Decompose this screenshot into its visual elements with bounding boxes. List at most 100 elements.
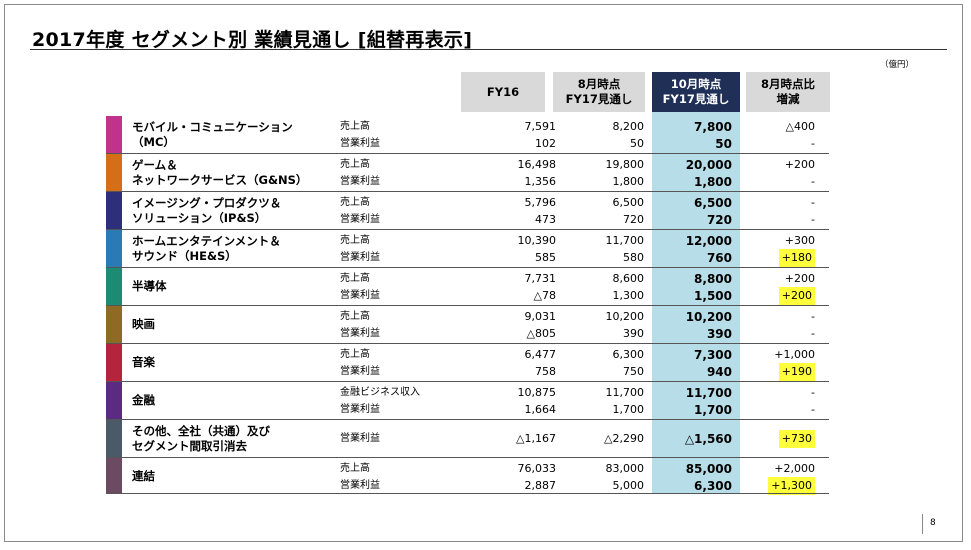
oct-forecast-value: 940 <box>706 365 732 379</box>
segment-color-bar <box>106 420 122 458</box>
table-row: 営業利益 △78 1,300 1,500 +200 <box>106 287 829 305</box>
diff-value: - <box>811 386 815 399</box>
aug-forecast-value: 750 <box>623 365 644 378</box>
table-row: 売上高 5,796 6,500 6,500 - <box>106 194 829 212</box>
table-row: 営業利益 △1,167 △2,290 △1,560 +730 <box>106 430 829 448</box>
oct-forecast-value: 6,500 <box>694 196 732 210</box>
oct-forecast-value: 7,300 <box>694 348 732 362</box>
fy16-value: 2,887 <box>524 479 557 492</box>
segment-divider <box>106 267 829 268</box>
segment-color-bar <box>106 344 122 382</box>
row-label: 営業利益 <box>340 290 380 301</box>
fy16-value: 10,875 <box>517 386 557 399</box>
row-label: 売上高 <box>340 121 370 132</box>
fy16-value: 758 <box>535 365 556 378</box>
table-row: 営業利益 758 750 940 +190 <box>106 363 829 381</box>
aug-forecast-value: 1,800 <box>612 175 645 188</box>
segment-block: モバイル・コミュニケーション （MC） 売上高 7,591 8,200 7,800 △400… <box>106 116 829 154</box>
segment-divider <box>106 153 829 154</box>
oct-forecast-value: 1,500 <box>694 289 732 303</box>
segment-name-line: ホームエンタテインメント＆ <box>132 234 281 248</box>
fy16-value: 76,033 <box>517 462 557 475</box>
diff-value: +1,300 <box>768 477 815 495</box>
table-row: 営業利益 2,887 5,000 6,300 +1,300 <box>106 477 829 495</box>
oct-forecast-value: △1,560 <box>684 432 732 446</box>
segment-color-bar <box>106 192 122 230</box>
diff-value: - <box>811 213 815 226</box>
segment-name: その他、全社（共通）及び セグメント間取引消去 <box>132 424 270 454</box>
segment-block: 半導体 売上高 7,731 8,600 8,800 +200 営業利益 △78 1,300 1,5… <box>106 268 829 306</box>
segment-color-bar <box>106 382 122 420</box>
fy16-value: 585 <box>535 251 556 264</box>
aug-forecast-value: 50 <box>630 137 644 150</box>
diff-value: +300 <box>784 234 815 247</box>
segment-divider <box>106 381 829 382</box>
segment-name: 映画 <box>132 317 155 332</box>
row-label: 売上高 <box>340 159 370 170</box>
segment-divider <box>106 493 829 494</box>
page-number-divider <box>922 514 923 534</box>
segment-block: 音楽 売上高 6,477 6,300 7,300 +1,000 営業利益 758 750 940 +… <box>106 344 829 382</box>
diff-value: +200 <box>784 158 815 171</box>
segment-name-line: ゲーム＆ <box>132 158 178 172</box>
segment-color-bar <box>106 230 122 268</box>
title-underline <box>30 49 947 50</box>
segment-name-line: セグメント間取引消去 <box>132 439 247 453</box>
fy16-value: △1,167 <box>516 432 556 445</box>
segment-divider <box>106 229 829 230</box>
fy16-value: 6,477 <box>524 348 557 361</box>
header-oct-line2: FY17見通し <box>662 92 730 106</box>
diff-value: - <box>811 175 815 188</box>
segment-name: ホームエンタテインメント＆ サウンド（HE&S） <box>132 234 281 264</box>
aug-forecast-value: 1,700 <box>612 403 645 416</box>
fy16-value: 102 <box>535 137 556 150</box>
diff-value: - <box>811 327 815 340</box>
segment-block: ゲーム＆ ネットワークサービス（G&NS） 売上高 16,498 19,800 20,00… <box>106 154 829 192</box>
diff-value: - <box>811 310 815 323</box>
table-row: 営業利益 1,356 1,800 1,800 - <box>106 173 829 191</box>
oct-forecast-value: 10,200 <box>685 310 732 324</box>
header-diff-line1: 8月時点比 <box>760 77 815 91</box>
aug-forecast-value: 8,200 <box>612 120 645 133</box>
oct-forecast-value: 720 <box>706 213 732 227</box>
table-row: 金融ビジネス収入 10,875 11,700 11,700 - <box>106 384 829 402</box>
segment-block: ホームエンタテインメント＆ サウンド（HE&S） 売上高 10,390 11,700 12… <box>106 230 829 268</box>
oct-forecast-value: 1,800 <box>694 175 732 189</box>
segment-block: 金融 金融ビジネス収入 10,875 11,700 11,700 - 営業利益 1,664 1,… <box>106 382 829 420</box>
fy16-value: 1,664 <box>524 403 557 416</box>
table-row: 売上高 16,498 19,800 20,000 +200 <box>106 156 829 174</box>
table-row: 売上高 6,477 6,300 7,300 +1,000 <box>106 346 829 364</box>
row-label: 金融ビジネス収入 <box>340 387 420 398</box>
fy16-value: 7,731 <box>524 272 557 285</box>
segment-name-line: （MC） <box>132 135 175 149</box>
oct-forecast-value: 12,000 <box>685 234 732 248</box>
aug-forecast-value: 6,500 <box>612 196 645 209</box>
segment-color-bar <box>106 306 122 344</box>
table-row: 売上高 9,031 10,200 10,200 - <box>106 308 829 326</box>
diff-value: +190 <box>778 363 815 381</box>
row-label: 営業利益 <box>340 366 380 377</box>
segment-name-line: 音楽 <box>132 355 155 369</box>
oct-forecast-value: 11,700 <box>685 386 732 400</box>
table-row: 売上高 7,731 8,600 8,800 +200 <box>106 270 829 288</box>
aug-forecast-value: 11,700 <box>605 234 645 247</box>
diff-value: - <box>811 403 815 416</box>
segment-name-line: モバイル・コミュニケーション <box>132 120 293 134</box>
aug-forecast-value: 83,000 <box>605 462 645 475</box>
segment-name-line: 連結 <box>132 469 155 483</box>
fy16-value: 1,356 <box>524 175 557 188</box>
fy16-value: △78 <box>533 289 556 302</box>
diff-value: +180 <box>778 249 815 267</box>
segment-name-line: ソリューション（IP&S） <box>132 211 267 225</box>
segment-name: モバイル・コミュニケーション （MC） <box>132 120 293 150</box>
table-row: 営業利益 585 580 760 +180 <box>106 249 829 267</box>
aug-forecast-value: 10,200 <box>605 310 645 323</box>
row-label: 営業利益 <box>340 433 380 444</box>
segment-name-line: サウンド（HE&S） <box>132 249 237 263</box>
table-row: 営業利益 1,664 1,700 1,700 - <box>106 401 829 419</box>
fy16-value: 5,796 <box>524 196 557 209</box>
diff-value: +730 <box>778 430 815 448</box>
row-label: 営業利益 <box>340 404 380 415</box>
segment-name-line: 映画 <box>132 317 155 331</box>
segment-color-bar <box>106 154 122 192</box>
